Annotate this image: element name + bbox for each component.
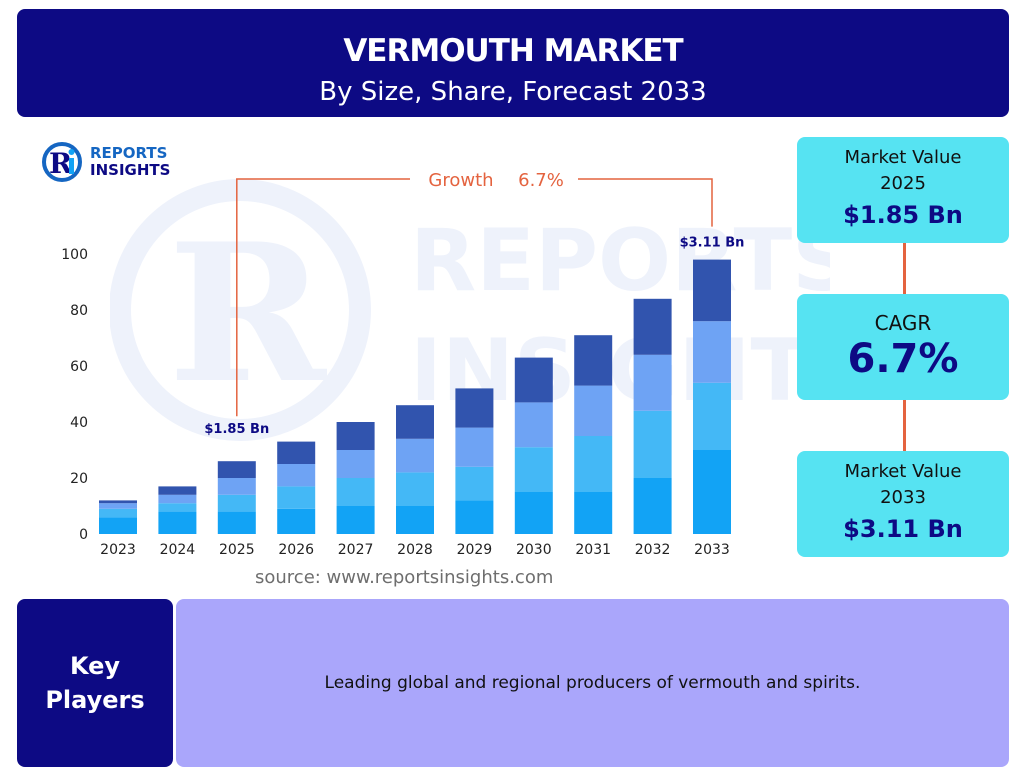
bar-segment-2032-4 [634, 299, 672, 355]
bar-segment-2031-4 [574, 335, 612, 385]
bar-segment-2024-1 [158, 512, 196, 534]
bar-segment-2033-3 [693, 321, 731, 383]
key-players-label-line2: Players [45, 683, 144, 717]
cagr-label: CAGR [797, 310, 1009, 336]
bar-segment-2024-4 [158, 486, 196, 494]
x-tick-label-2026: 2026 [278, 542, 314, 558]
bar-segment-2025-1 [218, 512, 256, 534]
x-tick-label-2025: 2025 [219, 542, 255, 558]
cagr-value: 6.7% [797, 336, 1009, 382]
key-players-label-line1: Key [45, 649, 144, 683]
bar-segment-2031-3 [574, 386, 612, 436]
x-tick-label-2027: 2027 [338, 542, 374, 558]
bar-segment-2029-1 [455, 500, 493, 534]
start-value-label: $1.85 Bn [204, 422, 269, 437]
x-tick-label-2028: 2028 [397, 542, 433, 558]
bar-segment-2027-2 [337, 478, 375, 506]
market-value-start-box: Market Value 2025 $1.85 Bn [797, 137, 1009, 243]
bar-segment-2033-4 [693, 260, 731, 322]
market-value-end-box: Market Value 2033 $3.11 Bn [797, 451, 1009, 557]
y-axis: 0 20 40 60 80 100 [61, 247, 88, 543]
bar-segment-2027-3 [337, 450, 375, 478]
x-axis: 2023 2024 2025 2026 2027 2028 2029 2030 2031 2032… [100, 542, 730, 558]
bar-segment-2028-3 [396, 439, 434, 473]
bar-segment-2025-3 [218, 478, 256, 495]
connector-line-2 [903, 400, 906, 451]
connector-line-1 [903, 243, 906, 294]
bar-segment-2030-1 [515, 492, 553, 534]
source-text: source: www.reportsinsights.com [255, 567, 553, 588]
bar-segment-2023-3 [99, 503, 137, 509]
bar-segment-2027-1 [337, 506, 375, 534]
bar-segment-2033-2 [693, 383, 731, 450]
bar-segment-2028-1 [396, 506, 434, 534]
bar-segment-2032-1 [634, 478, 672, 534]
bar-segment-2024-2 [158, 503, 196, 511]
x-tick-label-2024: 2024 [160, 542, 196, 558]
x-tick-label-2030: 2030 [516, 542, 552, 558]
bar-segment-2028-2 [396, 472, 434, 506]
market-value-end-year: 2033 [797, 485, 1009, 511]
market-value-start-year: 2025 [797, 171, 1009, 197]
bar-segment-2032-3 [634, 355, 672, 411]
bar-segment-2023-1 [99, 517, 137, 534]
market-value-end-label: Market Value [797, 459, 1009, 485]
bar-segment-2025-4 [218, 461, 256, 478]
page-title: VERMOUTH MARKET [17, 33, 1009, 69]
bar-segment-2033-1 [693, 450, 731, 534]
y-tick-label: 20 [70, 471, 88, 487]
bar-segment-2027-4 [337, 422, 375, 450]
y-tick-label: 40 [70, 415, 88, 431]
bar-segment-2030-2 [515, 447, 553, 492]
bar-segment-2026-2 [277, 486, 315, 508]
bar-segment-2023-2 [99, 509, 137, 517]
growth-bracket-line-right [578, 179, 712, 227]
x-tick-label-2023: 2023 [100, 542, 136, 558]
growth-label: Growth [428, 170, 493, 191]
bar-segment-2026-3 [277, 464, 315, 486]
market-value-end-value: $3.11 Bn [797, 515, 1009, 543]
key-players-label-box: Key Players [17, 599, 173, 767]
bar-segment-2026-1 [277, 509, 315, 534]
y-tick-label: 100 [61, 247, 88, 263]
growth-value: 6.7% [518, 170, 564, 191]
bar-segment-2030-3 [515, 402, 553, 447]
bar-segment-2025-2 [218, 495, 256, 512]
end-value-label: $3.11 Bn [680, 236, 745, 251]
bar-segment-2030-4 [515, 358, 553, 403]
bar-segment-2031-2 [574, 436, 612, 492]
header-banner: VERMOUTH MARKET By Size, Share, Forecast… [17, 9, 1009, 117]
bar-segment-2028-4 [396, 405, 434, 439]
x-tick-label-2033: 2033 [694, 542, 730, 558]
cagr-box: CAGR 6.7% [797, 294, 1009, 400]
market-value-start-label: Market Value [797, 145, 1009, 171]
x-tick-label-2032: 2032 [635, 542, 671, 558]
growth-bracket-line [237, 179, 410, 416]
page-subtitle: By Size, Share, Forecast 2033 [17, 77, 1009, 107]
bar-segment-2023-4 [99, 500, 137, 503]
market-value-start-value: $1.85 Bn [797, 201, 1009, 229]
key-players-description-box: Leading global and regional producers of… [176, 599, 1009, 767]
key-players-description: Leading global and regional producers of… [325, 673, 861, 693]
bar-segment-2026-4 [277, 442, 315, 464]
bar-segment-2032-2 [634, 411, 672, 478]
bars-group [99, 260, 731, 534]
x-tick-label-2029: 2029 [457, 542, 493, 558]
y-tick-label: 80 [70, 303, 88, 319]
bar-segment-2029-2 [455, 467, 493, 501]
bar-segment-2029-4 [455, 388, 493, 427]
bar-segment-2024-3 [158, 495, 196, 503]
y-tick-label: 0 [79, 527, 88, 543]
y-tick-label: 60 [70, 359, 88, 375]
bar-segment-2031-1 [574, 492, 612, 534]
x-tick-label-2031: 2031 [575, 542, 611, 558]
bar-segment-2029-3 [455, 428, 493, 467]
